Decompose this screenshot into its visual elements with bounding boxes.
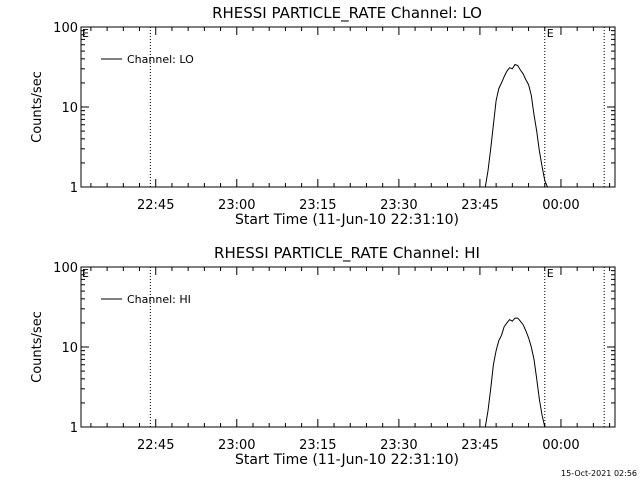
y-tick-label: 100 [53,261,78,276]
y-tick-label: 100 [53,21,78,36]
y-tick-label: 1 [70,421,78,436]
corner-mark: E [82,267,89,280]
x-tick-label: 23:45 [461,438,498,453]
x-tick-label: 00:00 [542,438,579,453]
y-axis-label: Counts/sec [30,311,45,383]
x-tick-label: 23:00 [218,198,255,213]
chart-panel-2: RHESSI PARTICLE_RATE Channel: HI 1 10 100 22… [30,244,616,468]
chart-title: RHESSI PARTICLE_RATE Channel: HI [214,244,480,263]
x-tick-label: 23:15 [299,438,336,453]
x-axis-label: Start Time (11-Jun-10 22:31:10) [235,452,459,468]
x-tick-label: 23:30 [380,198,417,213]
x-tick-label: 23:45 [461,198,498,213]
event-line-label: E [547,267,554,280]
x-tick-label: 22:45 [137,198,174,213]
corner-mark: E [82,27,89,40]
series-line [484,63,548,188]
chart-panel-1: RHESSI PARTICLE_RATE Channel: LO 1 10 100 22… [30,4,616,228]
series-line [484,317,546,428]
chart-title: RHESSI PARTICLE_RATE Channel: LO [212,4,482,23]
footer-timestamp: 15-Oct-2021 02:56 [561,469,637,478]
y-tick-label: 10 [61,101,78,116]
legend-label: Channel: LO [127,53,194,66]
x-tick-label: 23:15 [299,198,336,213]
x-tick-label: 23:00 [218,438,255,453]
y-tick-label: 10 [61,341,78,356]
plot-frame [80,26,616,188]
x-tick-label: 00:00 [542,198,579,213]
plot-frame [80,266,616,428]
x-axis-label: Start Time (11-Jun-10 22:31:10) [235,212,459,228]
event-line-label: E [547,27,554,40]
legend-label: Channel: HI [127,293,191,306]
y-tick-label: 1 [70,181,78,196]
x-tick-label: 22:45 [137,438,174,453]
x-tick-label: 23:30 [380,438,417,453]
y-axis-label: Counts/sec [30,71,45,143]
